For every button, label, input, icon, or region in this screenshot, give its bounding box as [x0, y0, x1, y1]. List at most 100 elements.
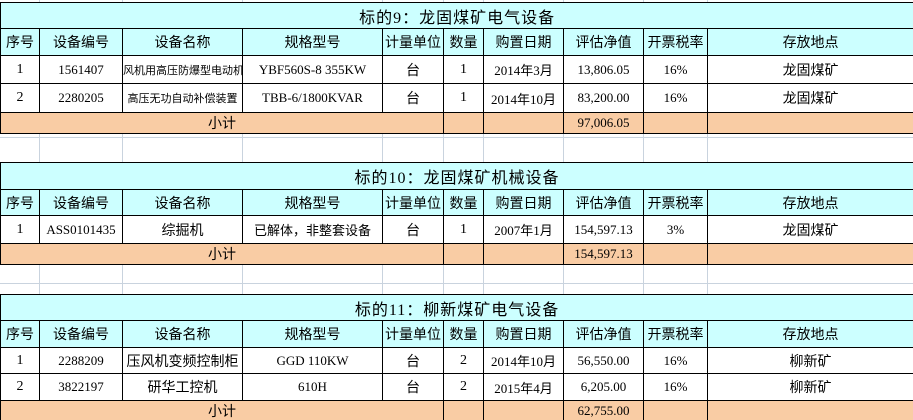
cell-unit[interactable]: 台: [382, 373, 444, 401]
table-title[interactable]: 标的10：龙固煤矿机械设备: [0, 162, 913, 190]
header-qty[interactable]: 数量: [443, 28, 484, 56]
subtotal-label[interactable]: 小计: [0, 112, 444, 134]
header-code[interactable]: 设备编号: [39, 189, 123, 216]
subtotal-empty-location[interactable]: [706, 112, 913, 134]
cell-location[interactable]: 龙固煤矿: [706, 215, 913, 244]
header-location[interactable]: 存放地点: [706, 320, 913, 348]
header-value[interactable]: 评估净值: [563, 320, 644, 348]
cell-value[interactable]: 83,200.00: [563, 83, 644, 113]
cell-unit[interactable]: 台: [382, 83, 444, 113]
header-qty[interactable]: 数量: [443, 189, 484, 216]
cell-unit[interactable]: 台: [382, 347, 444, 374]
cell-location[interactable]: 龙固煤矿: [706, 55, 913, 84]
header-spec[interactable]: 规格型号: [242, 189, 383, 216]
cell-tax[interactable]: 16%: [643, 373, 708, 401]
cell-qty[interactable]: 1: [443, 215, 484, 244]
subtotal-value[interactable]: 62,755.00: [563, 400, 644, 420]
header-date[interactable]: 购置日期: [483, 28, 564, 56]
cell-qty[interactable]: 2: [443, 373, 484, 401]
cell-spec[interactable]: 610H: [242, 373, 383, 401]
cell-code[interactable]: ASS0101435: [39, 215, 123, 244]
cell-code[interactable]: 1561407: [39, 55, 123, 84]
cell-date[interactable]: 2014年3月: [483, 55, 564, 84]
cell-name[interactable]: 风机用高压防爆型电动机: [122, 55, 243, 84]
cell-value[interactable]: 56,550.00: [563, 347, 644, 374]
cell-date[interactable]: 2007年1月: [483, 215, 564, 244]
table-title[interactable]: 标的11：柳新煤矿电气设备: [0, 294, 913, 321]
cell-location[interactable]: 龙固煤矿: [706, 83, 913, 113]
cell-tax[interactable]: 16%: [643, 55, 708, 84]
cell-tax[interactable]: 16%: [643, 83, 708, 113]
header-value[interactable]: 评估净值: [563, 189, 644, 216]
cell-tax[interactable]: 16%: [643, 347, 708, 374]
cell-seq[interactable]: 2: [0, 83, 40, 113]
header-spec[interactable]: 规格型号: [242, 320, 383, 348]
header-code[interactable]: 设备编号: [39, 320, 123, 348]
cell-value[interactable]: 154,597.13: [563, 215, 644, 244]
cell-value[interactable]: 13,806.05: [563, 55, 644, 84]
cell-spec[interactable]: 已解体，非整套设备: [242, 215, 383, 244]
header-date[interactable]: 购置日期: [483, 189, 564, 216]
cell-seq[interactable]: 1: [0, 55, 40, 84]
header-tax[interactable]: 开票税率: [643, 320, 708, 348]
cell-code[interactable]: 3822197: [39, 373, 123, 401]
header-qty[interactable]: 数量: [443, 320, 484, 348]
header-unit[interactable]: 计量单位: [382, 28, 444, 56]
table-title[interactable]: 标的9：龙固煤矿电气设备: [0, 2, 913, 29]
cell-spec[interactable]: TBB-6/1800KVAR: [242, 83, 383, 113]
subtotal-empty-location[interactable]: [706, 400, 913, 420]
subtotal-empty-location[interactable]: [706, 243, 913, 265]
header-code[interactable]: 设备编号: [39, 28, 123, 56]
cell-code[interactable]: 2288209: [39, 347, 123, 374]
subtotal-empty-date[interactable]: [483, 400, 564, 420]
subtotal-empty-tax[interactable]: [643, 112, 708, 134]
header-unit[interactable]: 计量单位: [382, 189, 444, 216]
subtotal-label[interactable]: 小计: [0, 400, 444, 420]
header-seq[interactable]: 序号: [0, 320, 40, 348]
cell-seq[interactable]: 2: [0, 373, 40, 401]
header-name[interactable]: 设备名称: [122, 189, 243, 216]
cell-unit[interactable]: 台: [382, 215, 444, 244]
cell-tax[interactable]: 3%: [643, 215, 708, 244]
header-value[interactable]: 评估净值: [563, 28, 644, 56]
cell-date[interactable]: 2015年4月: [483, 373, 564, 401]
header-name[interactable]: 设备名称: [122, 28, 243, 56]
header-location[interactable]: 存放地点: [706, 28, 913, 56]
header-name[interactable]: 设备名称: [122, 320, 243, 348]
cell-seq[interactable]: 1: [0, 215, 40, 244]
cell-location[interactable]: 柳新矿: [706, 373, 913, 401]
subtotal-empty-qty[interactable]: [443, 400, 484, 420]
header-date[interactable]: 购置日期: [483, 320, 564, 348]
subtotal-value[interactable]: 97,006.05: [563, 112, 644, 134]
header-seq[interactable]: 序号: [0, 189, 40, 216]
cell-name[interactable]: 综掘机: [122, 215, 243, 244]
subtotal-empty-tax[interactable]: [643, 243, 708, 265]
cell-name[interactable]: 研华工控机: [122, 373, 243, 401]
cell-value[interactable]: 6,205.00: [563, 373, 644, 401]
subtotal-empty-date[interactable]: [483, 112, 564, 134]
header-seq[interactable]: 序号: [0, 28, 40, 56]
cell-spec[interactable]: YBF560S-8 355KW: [242, 55, 383, 84]
cell-name[interactable]: 压风机变频控制柜: [122, 347, 243, 374]
cell-name[interactable]: 高压无功自动补偿装置: [122, 83, 243, 113]
subtotal-empty-tax[interactable]: [643, 400, 708, 420]
header-location[interactable]: 存放地点: [706, 189, 913, 216]
cell-unit[interactable]: 台: [382, 55, 444, 84]
cell-seq[interactable]: 1: [0, 347, 40, 374]
subtotal-label[interactable]: 小计: [0, 243, 444, 265]
cell-date[interactable]: 2014年10月: [483, 83, 564, 113]
header-unit[interactable]: 计量单位: [382, 320, 444, 348]
subtotal-empty-date[interactable]: [483, 243, 564, 265]
cell-qty[interactable]: 2: [443, 347, 484, 374]
subtotal-value[interactable]: 154,597.13: [563, 243, 644, 265]
header-spec[interactable]: 规格型号: [242, 28, 383, 56]
cell-location[interactable]: 柳新矿: [706, 347, 913, 374]
header-tax[interactable]: 开票税率: [643, 28, 708, 56]
subtotal-empty-qty[interactable]: [443, 112, 484, 134]
subtotal-empty-qty[interactable]: [443, 243, 484, 265]
cell-spec[interactable]: GGD 110KW: [242, 347, 383, 374]
cell-code[interactable]: 2280205: [39, 83, 123, 113]
cell-date[interactable]: 2014年10月: [483, 347, 564, 374]
header-tax[interactable]: 开票税率: [643, 189, 708, 216]
cell-qty[interactable]: 1: [443, 83, 484, 113]
